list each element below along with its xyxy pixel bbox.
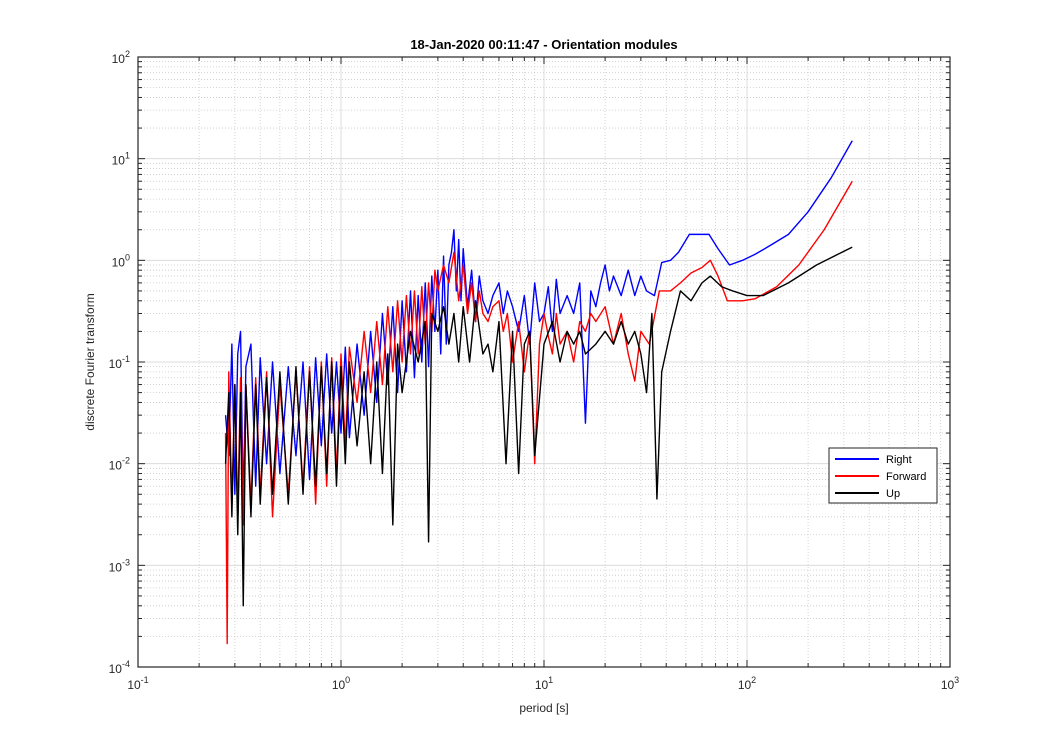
x-tick-label: 100 <box>332 675 350 692</box>
ticks <box>137 57 950 668</box>
series-lines <box>224 140 853 645</box>
legend-label-forward: Forward <box>886 471 926 483</box>
y-tick-label: 10-1 <box>109 354 130 371</box>
y-tick-label: 10-4 <box>109 659 130 676</box>
y-tick-label: 10-3 <box>109 557 130 574</box>
legend-label-up: Up <box>886 488 900 500</box>
chart-title: 18-Jan-2020 00:11:47 - Orientation modul… <box>410 37 677 52</box>
legend: Right Forward Up <box>828 447 938 504</box>
y-axis-label: discrete Fourier transform <box>83 293 97 430</box>
legend-label-right: Right <box>886 454 912 466</box>
y-tick-label: 100 <box>112 252 130 269</box>
series-line-up <box>224 246 853 607</box>
series-line-right <box>224 140 853 505</box>
y-tick-label: 102 <box>112 49 130 66</box>
x-axis-label: period [s] <box>519 701 568 715</box>
x-tick-label: 103 <box>941 675 959 692</box>
x-tick-label: 102 <box>738 675 756 692</box>
tick-labels: 10-1 100 101 102 103 10-4 10-3 10-2 10-1 100 101 10… <box>109 49 960 692</box>
x-tick-label: 10-1 <box>127 675 148 692</box>
y-tick-label: 101 <box>112 151 130 168</box>
y-tick-label: 10-2 <box>109 456 130 473</box>
x-tick-label: 101 <box>535 675 553 692</box>
